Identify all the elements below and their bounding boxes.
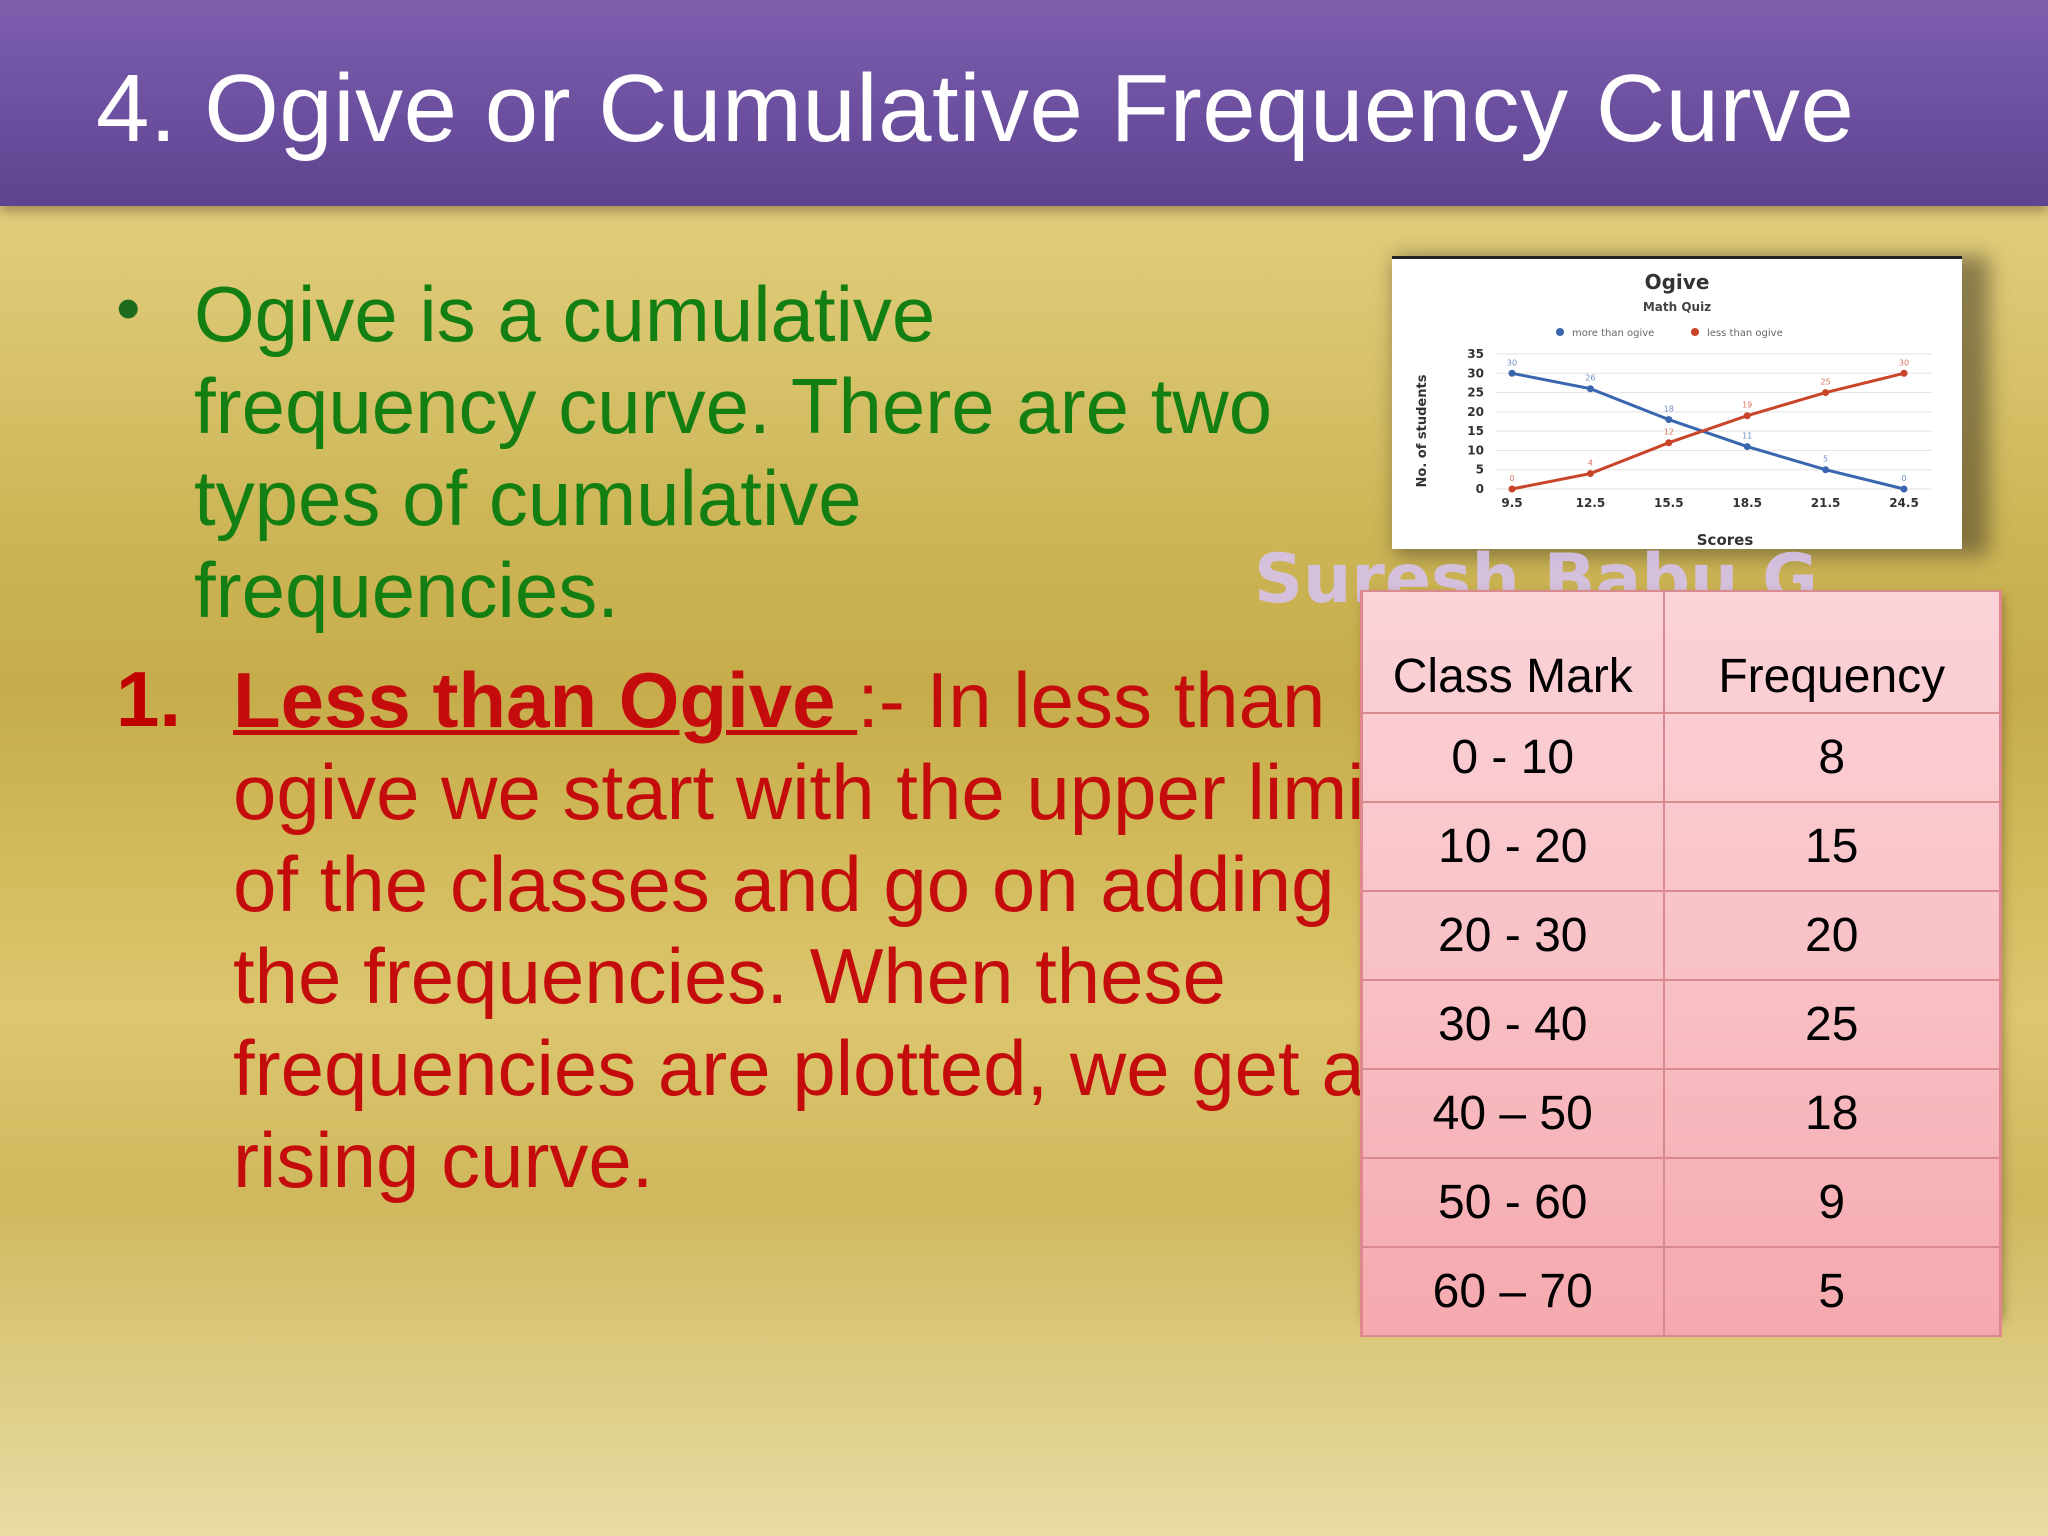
series-line-more-than <box>1511 371 1905 491</box>
x-tick-label: 24.5 <box>1889 496 1919 510</box>
x-tick-label: 15.5 <box>1654 496 1684 510</box>
y-axis-label: No. of students <box>1415 374 1430 487</box>
table-row: 40 – 50 18 <box>1360 1068 2002 1159</box>
data-point <box>1508 369 1516 377</box>
x-tick-label: 18.5 <box>1732 496 1762 510</box>
class-mark-cell: 60 – 70 <box>1360 1246 1665 1337</box>
class-mark-cell: 50 - 60 <box>1360 1157 1665 1248</box>
frequency-cell: 9 <box>1662 1157 2002 1248</box>
data-label: 25 <box>1821 378 1831 387</box>
data-label: 30 <box>1899 358 1909 367</box>
data-label: 5 <box>1823 455 1828 464</box>
data-label: 11 <box>1742 432 1752 441</box>
data-label: 0 <box>1901 474 1906 483</box>
numbered-text: Less than Ogive :- In less than ogive we… <box>233 654 1433 1206</box>
frequency-cell: 20 <box>1662 890 2002 981</box>
table-row: 10 - 20 15 <box>1360 801 2002 892</box>
data-label: 30 <box>1507 358 1517 367</box>
legend-label-less-than: less than ogive <box>1707 328 1783 339</box>
legend-swatch-less-than <box>1691 328 1699 336</box>
frequency-table: Class Mark Frequency 0 - 10 8 10 - 20 15… <box>1360 590 2002 1337</box>
y-tick-label: 10 <box>1467 443 1484 457</box>
frequency-cell: 25 <box>1662 979 2002 1070</box>
bullet-marker: • <box>116 269 141 347</box>
header-class-mark: Class Mark <box>1360 590 1665 714</box>
frequency-cell: 18 <box>1662 1068 2002 1159</box>
chart-title: Ogive <box>1645 270 1710 294</box>
table-row: 30 - 40 25 <box>1360 979 2002 1070</box>
data-point <box>1743 412 1751 420</box>
legend-label-more-than: more than ogive <box>1572 328 1654 339</box>
series-line-less-than <box>1511 371 1905 491</box>
legend-swatch-more-than <box>1556 328 1564 336</box>
ogive-chart: Ogive Math Quiz more than ogive less tha… <box>1415 270 1932 549</box>
data-point <box>1822 389 1830 397</box>
x-tick-label: 21.5 <box>1811 496 1841 510</box>
class-mark-cell: 30 - 40 <box>1360 979 1665 1070</box>
chart-subtitle: Math Quiz <box>1643 300 1711 314</box>
table-row: 50 - 60 9 <box>1360 1157 2002 1248</box>
data-point <box>1900 369 1908 377</box>
data-label: 12 <box>1664 428 1674 437</box>
data-point <box>1822 466 1830 474</box>
data-label: 26 <box>1585 374 1595 383</box>
data-label: 0 <box>1509 474 1514 483</box>
title-bar: 4. Ogive or Cumulative Frequency Curve <box>0 0 2048 206</box>
data-point <box>1665 416 1673 424</box>
frequency-table-wrapper: Class Mark Frequency 0 - 10 8 10 - 20 15… <box>1360 590 2002 1337</box>
frequency-cell: 8 <box>1662 712 2002 803</box>
plot-area: 0 5 10 15 20 25 30 35 9.5 12.5 15.5 18.5 21.5 24.5 30 2… <box>1467 347 1932 510</box>
table-row: 60 – 70 5 <box>1360 1246 2002 1337</box>
class-mark-cell: 0 - 10 <box>1360 712 1665 803</box>
class-mark-cell: 10 - 20 <box>1360 801 1665 892</box>
ogive-chart-image: Ogive Math Quiz more than ogive less tha… <box>1392 256 1962 549</box>
table-row: 20 - 30 20 <box>1360 890 2002 981</box>
chart-legend: more than ogive less than ogive <box>1556 328 1783 339</box>
y-tick-label: 20 <box>1467 405 1484 419</box>
bullet-text: Ogive is a cumulative frequency curve. T… <box>194 270 1273 634</box>
data-point <box>1900 485 1908 493</box>
y-tick-label: 25 <box>1467 386 1484 400</box>
numbered-body: :- In less than ogive we start with the … <box>233 656 1426 1204</box>
data-point <box>1508 485 1516 493</box>
data-label: 19 <box>1742 401 1752 410</box>
data-label: 18 <box>1664 405 1674 414</box>
y-tick-label: 0 <box>1476 482 1484 496</box>
data-point <box>1586 385 1594 393</box>
class-mark-cell: 40 – 50 <box>1360 1068 1665 1159</box>
class-mark-cell: 20 - 30 <box>1360 890 1665 981</box>
y-tick-label: 15 <box>1467 424 1484 438</box>
slide-title: 4. Ogive or Cumulative Frequency Curve <box>96 55 1855 162</box>
frequency-cell: 15 <box>1662 801 2002 892</box>
y-tick-label: 5 <box>1476 463 1484 477</box>
data-point <box>1743 443 1751 451</box>
data-point <box>1586 470 1594 478</box>
numbered-heading: Less than Ogive <box>233 656 858 744</box>
x-axis-label: Scores <box>1697 531 1754 549</box>
frequency-cell: 5 <box>1662 1246 2002 1337</box>
table-header-row: Class Mark Frequency <box>1360 590 2002 714</box>
header-frequency: Frequency <box>1662 590 2002 714</box>
data-label: 4 <box>1588 459 1593 468</box>
y-tick-label: 35 <box>1467 347 1484 361</box>
x-tick-label: 12.5 <box>1576 496 1606 510</box>
numbered-marker: 1. <box>116 655 182 743</box>
x-tick-label: 9.5 <box>1501 496 1522 510</box>
table-row: 0 - 10 8 <box>1360 712 2002 803</box>
y-tick-label: 30 <box>1467 366 1484 380</box>
data-point <box>1665 439 1673 447</box>
